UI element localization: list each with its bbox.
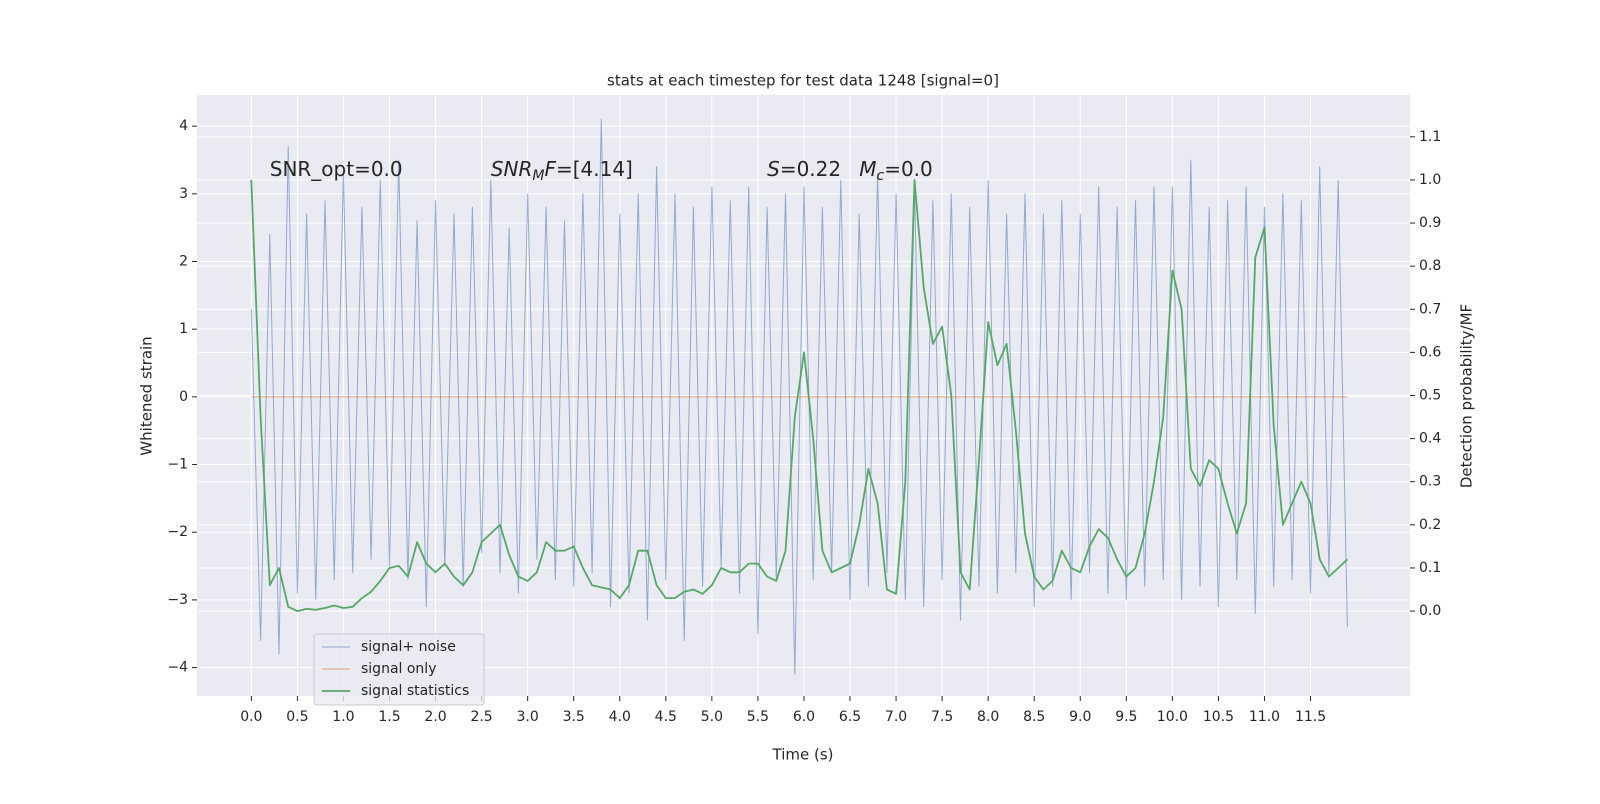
annotation-part: M bbox=[859, 157, 876, 181]
legend: signal+ noise signal only signal statistic… bbox=[313, 633, 485, 706]
x-tick-label: 8.0 bbox=[977, 709, 999, 725]
annotation: Mc=0.0 bbox=[859, 157, 933, 185]
series-line bbox=[250, 118, 1348, 675]
x-axis-label: Time (s) bbox=[772, 746, 834, 764]
y2-tick-label: 0.7 bbox=[1419, 301, 1441, 317]
x-tick-label: 6.5 bbox=[839, 709, 861, 725]
y2-axis-label: Detection probability/MF bbox=[1458, 304, 1476, 488]
x-tick-label: 7.0 bbox=[885, 709, 907, 725]
annotation-part: =0.0 bbox=[884, 157, 933, 181]
y-tick-label: −4 bbox=[167, 660, 188, 676]
x-tick-label: 2.0 bbox=[424, 709, 446, 725]
x-tick-label: 3.0 bbox=[517, 709, 539, 725]
y2-tick-label: 0.2 bbox=[1419, 517, 1441, 533]
y-tick-label: 3 bbox=[179, 186, 188, 202]
x-tick-label: 1.5 bbox=[378, 709, 400, 725]
y-tick-label: 1 bbox=[179, 321, 188, 337]
x-tick-label: 4.0 bbox=[609, 709, 631, 725]
y2-tick-label: 1.1 bbox=[1419, 129, 1441, 145]
series-line bbox=[250, 178, 1349, 612]
y2-tick-label: 0.0 bbox=[1419, 603, 1441, 619]
x-tick-label: 11.0 bbox=[1249, 709, 1280, 725]
y2-tick-label: 0.4 bbox=[1419, 431, 1441, 447]
x-tick-label: 1.0 bbox=[332, 709, 354, 725]
annotation-part: SNR_opt=0.0 bbox=[270, 157, 403, 181]
x-tick-label: 8.5 bbox=[1023, 709, 1045, 725]
y2-tick-label: 0.5 bbox=[1419, 388, 1441, 404]
annotation-part: S bbox=[767, 157, 780, 181]
y-tick-label: −2 bbox=[167, 524, 188, 540]
y-tick-label: −1 bbox=[167, 457, 188, 473]
x-tick-label: 5.0 bbox=[701, 709, 723, 725]
y2-tick-label: 0.9 bbox=[1419, 215, 1441, 231]
x-tick-label: 11.5 bbox=[1295, 709, 1326, 725]
annotation-part: SNR bbox=[491, 157, 533, 181]
annotation: SNRMF=[4.14] bbox=[491, 157, 633, 185]
x-tick-label: 4.5 bbox=[655, 709, 677, 725]
x-tick-label: 9.5 bbox=[1115, 709, 1137, 725]
chart-title: stats at each timestep for test data 124… bbox=[607, 72, 999, 90]
x-tick-label: 6.0 bbox=[793, 709, 815, 725]
x-tick-label: 5.5 bbox=[747, 709, 769, 725]
x-tick-label: 3.5 bbox=[563, 709, 585, 725]
y2-tick-label: 0.8 bbox=[1419, 258, 1441, 274]
y2-tick-label: 0.3 bbox=[1419, 474, 1441, 490]
x-tick-label: 0.0 bbox=[240, 709, 262, 725]
legend-label: signal+ noise bbox=[361, 639, 456, 655]
y-tick-label: 0 bbox=[179, 389, 188, 405]
x-tick-label: 9.0 bbox=[1069, 709, 1091, 725]
x-tick-label: 10.5 bbox=[1203, 709, 1234, 725]
annotation: S=0.22 bbox=[767, 157, 841, 181]
legend-label: signal only bbox=[361, 661, 436, 677]
y2-tick-label: 0.1 bbox=[1419, 560, 1441, 576]
x-tick-label: 0.5 bbox=[286, 709, 308, 725]
y2-tick-label: 0.6 bbox=[1419, 344, 1441, 360]
annotation: SNR_opt=0.0 bbox=[270, 157, 403, 181]
legend-box bbox=[313, 633, 485, 706]
x-tick-label: 10.0 bbox=[1157, 709, 1188, 725]
y-tick-label: 4 bbox=[179, 118, 188, 134]
y-axis-label: Whitened strain bbox=[138, 336, 156, 455]
annotation-part: =0.22 bbox=[780, 157, 841, 181]
x-tick-label: 2.5 bbox=[470, 709, 492, 725]
annotation-part: F bbox=[544, 157, 556, 181]
annotation-part: c bbox=[876, 168, 884, 184]
y-tick-label: −3 bbox=[167, 592, 188, 608]
y-tick-label: 2 bbox=[179, 253, 188, 269]
annotation-part: =[4.14] bbox=[556, 157, 633, 181]
y2-tick-label: 1.0 bbox=[1419, 172, 1441, 188]
legend-label: signal statistics bbox=[361, 683, 469, 699]
annotation-part: M bbox=[532, 168, 544, 184]
x-tick-label: 7.5 bbox=[931, 709, 953, 725]
